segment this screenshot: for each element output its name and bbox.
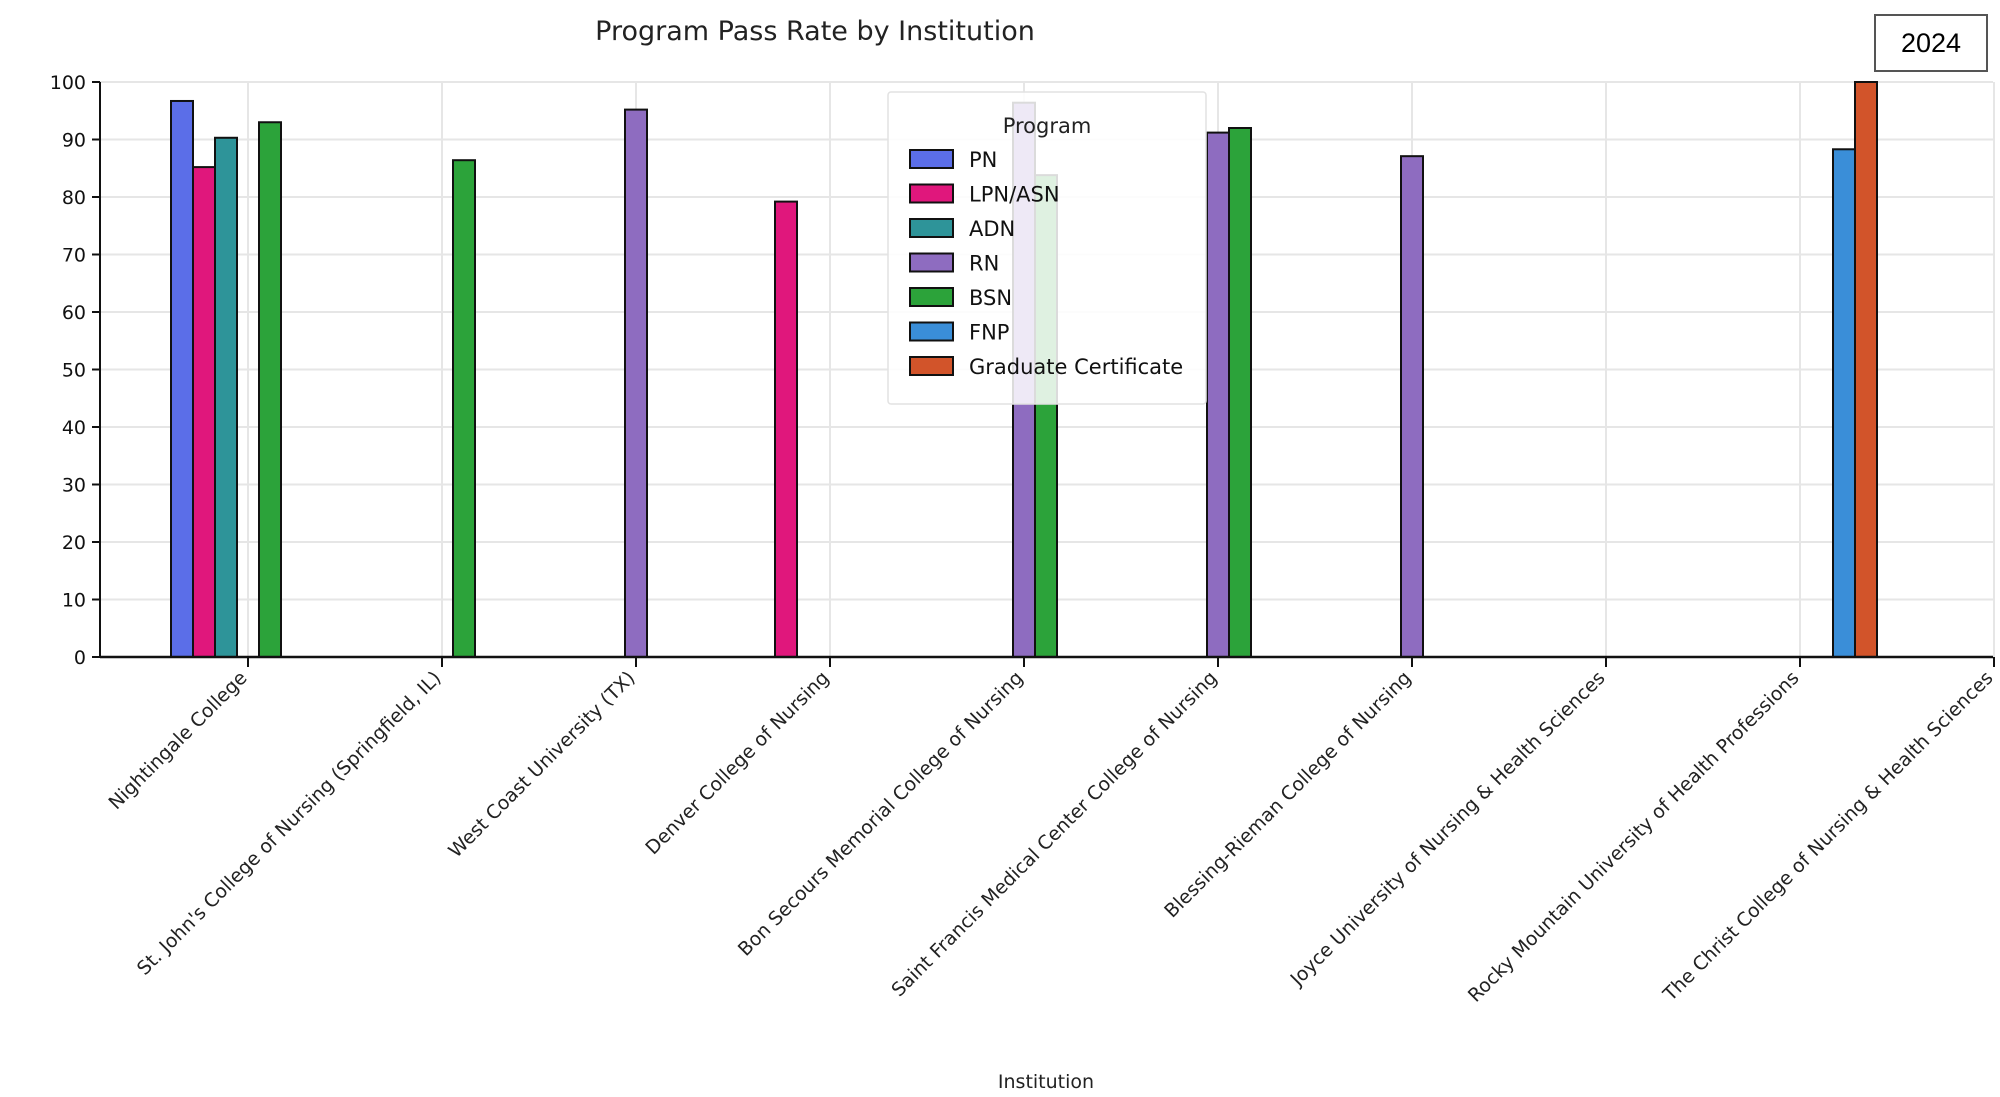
bar — [774, 200, 798, 658]
x-tick-label: Saint Francis Medical Center College of … — [887, 667, 1221, 1001]
legend-swatch — [909, 321, 954, 342]
x-tick-label: Denver College of Nursing — [641, 667, 833, 859]
legend-label: FNP — [969, 321, 1009, 345]
x-tick-label: Joyce University of Nursing & Health Sci… — [1286, 667, 1610, 991]
bar — [1400, 155, 1424, 659]
x-tick-label: Rocky Mountain University of Health Prof… — [1464, 667, 1804, 1007]
y-tick-label: 40 — [62, 417, 86, 439]
legend-label: PN — [969, 148, 997, 172]
legend-label: RN — [969, 252, 999, 276]
x-tick-label: West Coast University (TX) — [444, 667, 639, 862]
bar — [170, 99, 194, 659]
legend-swatch — [909, 356, 954, 376]
y-tick-label: 20 — [62, 532, 86, 554]
legend-swatch — [909, 183, 954, 204]
y-tick-label: 70 — [62, 245, 86, 267]
bar — [1206, 131, 1230, 659]
x-tick-label: St. John's College of Nursing (Springfie… — [133, 667, 446, 980]
y-tick-label: 50 — [62, 360, 86, 382]
y-tick-label: 100 — [50, 72, 86, 94]
legend-label: Graduate Certificate — [969, 355, 1183, 379]
bar — [258, 121, 282, 658]
y-tick-label: 60 — [62, 302, 86, 324]
x-axis-label: Institution — [998, 1071, 1094, 1093]
bar — [624, 108, 648, 659]
legend-box — [887, 91, 1207, 405]
x-tick-label: Nightingale College — [104, 667, 251, 814]
y-tick-label: 10 — [62, 590, 86, 612]
legend-label: ADN — [969, 217, 1015, 241]
legend-label: LPN/ASN — [969, 183, 1060, 207]
bar — [1854, 81, 1878, 658]
bar — [452, 159, 476, 658]
legend-swatch — [909, 218, 954, 238]
legend-label: BSN — [969, 286, 1012, 310]
y-tick-label: 30 — [62, 475, 86, 497]
y-tick-label: 90 — [62, 130, 86, 152]
bar — [1832, 148, 1856, 658]
y-tick-label: 80 — [62, 187, 86, 209]
chart-title: Program Pass Rate by Institution — [595, 16, 1035, 47]
legend-swatch — [909, 287, 954, 307]
x-tick-label: The Christ College of Nursing & Health S… — [1658, 667, 1997, 1006]
year-selector[interactable]: 2024 — [1874, 14, 1988, 72]
legend-swatch — [909, 252, 954, 273]
legend-swatch — [909, 149, 954, 169]
y-tick-label: 0 — [74, 647, 86, 669]
bar — [1228, 127, 1252, 658]
bar — [192, 166, 216, 658]
legend-title: Program — [1003, 114, 1092, 138]
bar — [214, 136, 238, 658]
